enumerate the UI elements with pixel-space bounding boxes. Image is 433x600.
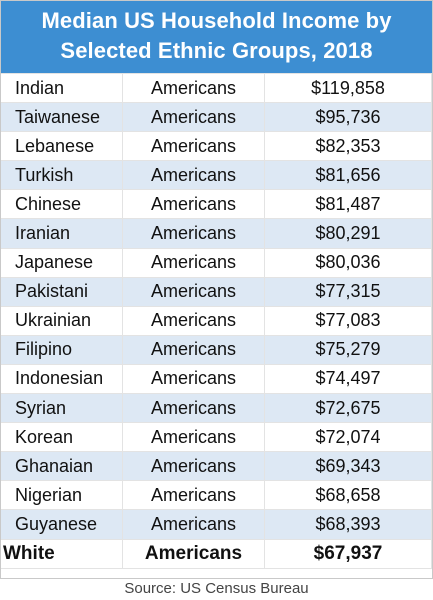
americans-cell: Americans <box>122 131 265 162</box>
income-table: Indian Americans $119,858 Taiwanese American… <box>0 72 432 569</box>
group-name-cell: Indian <box>0 72 123 104</box>
group-name-cell: Nigerian <box>0 480 123 511</box>
source-caption: Source: US Census Bureau <box>124 580 309 597</box>
americans-cell: Americans <box>122 480 265 511</box>
table-row: Syrian Americans $72,675 <box>0 393 432 424</box>
income-value-cell: $77,083 <box>264 305 432 336</box>
group-name-cell: Turkish <box>0 160 123 191</box>
income-value-cell: $69,343 <box>264 451 432 482</box>
group-name-cell: Guyanese <box>0 509 123 540</box>
americans-cell: Americans <box>122 538 265 569</box>
group-name-cell: Chinese <box>0 189 123 220</box>
table-row: Indian Americans $119,858 <box>0 72 432 104</box>
group-name-cell: Pakistani <box>0 276 123 307</box>
group-name-cell: Lebanese <box>0 131 123 162</box>
table-row: Guyanese Americans $68,393 <box>0 509 432 540</box>
group-name-cell: Indonesian <box>0 363 123 395</box>
income-value-cell: $68,658 <box>264 480 432 511</box>
group-name-cell: Ghanaian <box>0 451 123 482</box>
table-row: Korean Americans $72,074 <box>0 422 432 453</box>
income-value-cell: $82,353 <box>264 131 432 162</box>
income-value-cell: $95,736 <box>264 102 432 133</box>
americans-cell: Americans <box>122 189 265 220</box>
income-value-cell: $72,675 <box>264 393 432 424</box>
americans-cell: Americans <box>122 247 265 278</box>
americans-cell: Americans <box>122 276 265 307</box>
table-row: Taiwanese Americans $95,736 <box>0 102 432 133</box>
americans-cell: Americans <box>122 422 265 453</box>
americans-cell: Americans <box>122 451 265 482</box>
americans-cell: Americans <box>122 218 265 249</box>
table-row: Iranian Americans $80,291 <box>0 218 432 249</box>
americans-cell: Americans <box>122 509 265 540</box>
group-name-cell: Taiwanese <box>0 102 123 133</box>
group-name-cell: White <box>0 538 123 569</box>
table-row: Ghanaian Americans $69,343 <box>0 451 432 482</box>
income-value-cell: $119,858 <box>264 72 432 104</box>
title-line-2: Selected Ethnic Groups, 2018 <box>60 38 373 63</box>
table-row: Lebanese Americans $82,353 <box>0 131 432 162</box>
income-value-cell: $80,036 <box>264 247 432 278</box>
income-value-cell: $77,315 <box>264 276 432 307</box>
income-value-cell: $67,937 <box>264 538 432 569</box>
income-value-cell: $68,393 <box>264 509 432 540</box>
americans-cell: Americans <box>122 393 265 424</box>
income-value-cell: $81,487 <box>264 189 432 220</box>
table-row: Indonesian Americans $74,497 <box>0 363 432 395</box>
table-row: Pakistani Americans $77,315 <box>0 276 432 307</box>
title-line-1: Median US Household Income by <box>41 8 392 33</box>
table-row: Japanese Americans $80,036 <box>0 247 432 278</box>
table-row: White Americans $67,937 <box>0 538 432 569</box>
table-header: Median US Household Income by Selected E… <box>0 0 433 73</box>
table-row: Turkish Americans $81,656 <box>0 160 432 191</box>
income-value-cell: $74,497 <box>264 363 432 395</box>
income-value-cell: $81,656 <box>264 160 432 191</box>
americans-cell: Americans <box>122 305 265 336</box>
americans-cell: Americans <box>122 334 265 365</box>
group-name-cell: Filipino <box>0 334 123 365</box>
income-value-cell: $75,279 <box>264 334 432 365</box>
americans-cell: Americans <box>122 363 265 395</box>
table-row: Filipino Americans $75,279 <box>0 334 432 365</box>
table-row: Chinese Americans $81,487 <box>0 189 432 220</box>
group-name-cell: Japanese <box>0 247 123 278</box>
group-name-cell: Syrian <box>0 393 123 424</box>
table-row: Nigerian Americans $68,658 <box>0 480 432 511</box>
income-value-cell: $72,074 <box>264 422 432 453</box>
americans-cell: Americans <box>122 102 265 133</box>
income-table-body: Indian Americans $119,858 Taiwanese American… <box>0 72 432 569</box>
group-name-cell: Korean <box>0 422 123 453</box>
group-name-cell: Ukrainian <box>0 305 123 336</box>
table-row: Ukrainian Americans $77,083 <box>0 305 432 336</box>
americans-cell: Americans <box>122 72 265 104</box>
group-name-cell: Iranian <box>0 218 123 249</box>
americans-cell: Americans <box>122 160 265 191</box>
income-value-cell: $80,291 <box>264 218 432 249</box>
